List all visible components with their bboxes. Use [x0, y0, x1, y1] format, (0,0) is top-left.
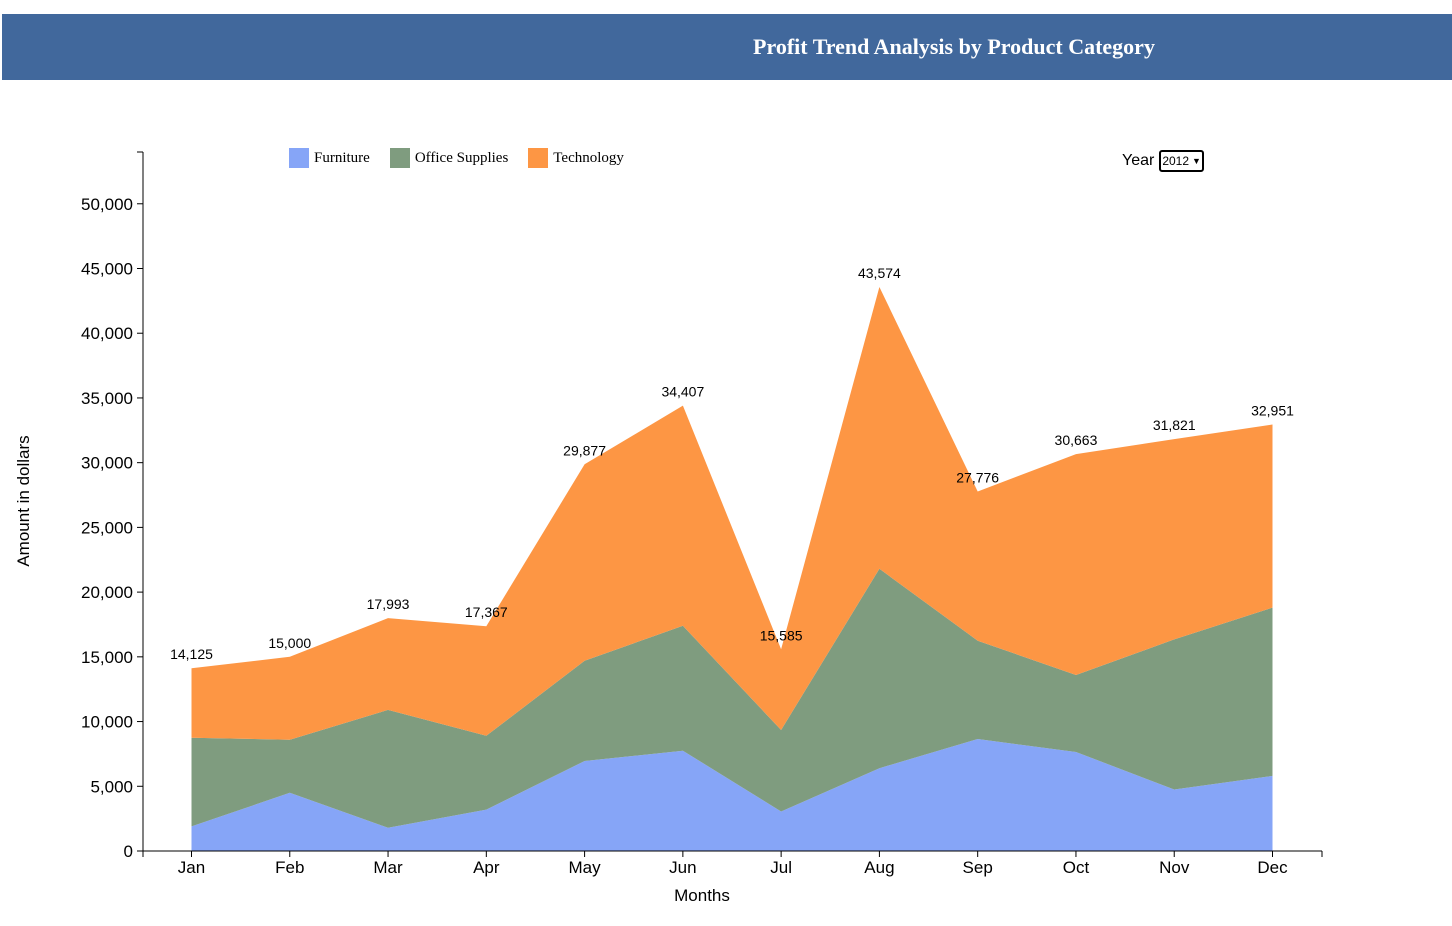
x-tick-label: Oct	[1063, 858, 1090, 877]
legend-label: Furniture	[314, 149, 370, 166]
y-tick-label: 0	[124, 842, 133, 861]
total-data-label: 15,585	[760, 627, 803, 643]
legend-swatch	[289, 148, 309, 168]
total-data-label: 30,663	[1055, 432, 1098, 448]
chevron-down-icon: ▼	[1192, 156, 1201, 166]
y-tick-label: 30,000	[81, 454, 133, 473]
year-label: Year	[1122, 152, 1155, 169]
y-tick-label: 20,000	[81, 583, 133, 602]
legend-item-technology: Technology	[528, 148, 624, 168]
total-data-label: 34,407	[661, 384, 704, 400]
legend-swatch	[389, 148, 410, 168]
area-office-supplies	[191, 568, 1273, 828]
y-tick-label: 10,000	[81, 713, 133, 732]
x-tick-label: Feb	[275, 858, 304, 877]
year-select-value: 2012	[1162, 154, 1190, 168]
y-tick-label: 50,000	[81, 195, 133, 214]
total-data-label: 31,821	[1153, 417, 1196, 433]
y-tick-label: 45,000	[81, 260, 133, 279]
x-tick-label: Aug	[864, 858, 894, 877]
legend: Furniture Office Supplies Technology	[289, 148, 644, 168]
total-data-label: 17,993	[367, 596, 410, 612]
x-tick-label: Dec	[1257, 858, 1288, 877]
x-tick-label: Sep	[963, 858, 993, 877]
legend-item-furniture: Furniture	[289, 148, 370, 168]
legend-label: Office Supplies	[414, 149, 509, 166]
total-data-label: 14,125	[170, 646, 213, 662]
total-data-label: 15,000	[268, 635, 311, 651]
x-tick-label: May	[569, 858, 602, 877]
total-data-label: 17,367	[465, 604, 508, 620]
x-tick-label: Nov	[1159, 858, 1190, 877]
x-tick-label: Jan	[178, 858, 205, 877]
total-data-label: 27,776	[956, 469, 999, 485]
x-tick-label: Mar	[373, 858, 403, 877]
legend-label: Technology	[553, 149, 624, 166]
y-tick-label: 40,000	[81, 324, 133, 343]
x-tick-label: Jun	[669, 858, 696, 877]
y-tick-label: 25,000	[81, 518, 133, 537]
y-tick-label: 15,000	[81, 648, 133, 667]
header-bar: Profit Trend Analysis by Product Categor…	[2, 14, 1452, 80]
y-axis-title: Amount in dollars	[14, 435, 33, 566]
x-tick-label: Apr	[473, 858, 500, 877]
page-title: Profit Trend Analysis by Product Categor…	[753, 34, 1155, 59]
total-data-label: 29,877	[563, 442, 606, 458]
year-select[interactable]: 2012 ▼	[1159, 150, 1204, 172]
x-axis-title: Months	[674, 886, 730, 905]
y-tick-label: 35,000	[81, 389, 133, 408]
total-data-label: 43,574	[858, 265, 901, 281]
total-data-label: 32,951	[1251, 402, 1294, 418]
x-tick-label: Jul	[770, 858, 792, 877]
area-technology	[191, 287, 1273, 740]
y-tick-label: 5,000	[90, 777, 133, 796]
legend-swatch	[528, 148, 549, 168]
area-furniture	[191, 739, 1273, 851]
legend-item-office-supplies: Office Supplies	[389, 148, 509, 168]
year-filter: Year 2012 ▼	[1122, 150, 1204, 172]
